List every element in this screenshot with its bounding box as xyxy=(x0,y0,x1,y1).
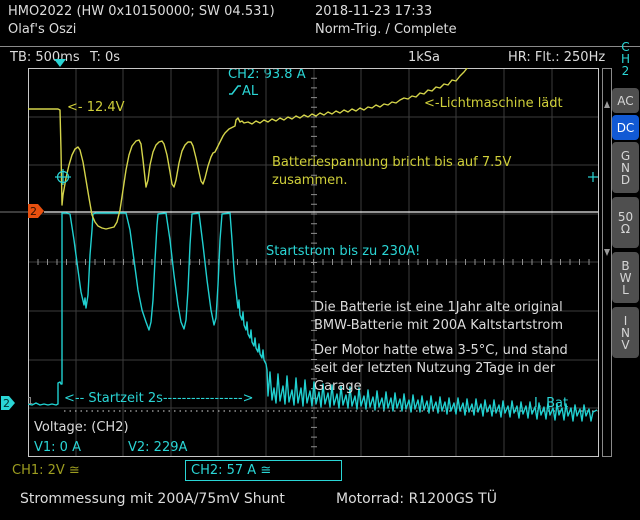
side-menu-title-ch2: C H 2 xyxy=(620,40,631,78)
ch1-scale-label[interactable]: CH1: 2V ≅ xyxy=(12,463,80,478)
termination-50ohm-button[interactable]: 50 Ω xyxy=(612,197,639,248)
sample-rate-readout: 1kSa xyxy=(408,50,441,65)
trigger-position-marker[interactable] xyxy=(54,59,66,67)
datetime: 2018-11-23 17:33 xyxy=(315,4,433,19)
timebase-readout: TB: 500ms xyxy=(10,50,80,65)
device-id: HMO2022 (HW 0x10150000; SW 04.531) xyxy=(8,4,275,19)
invert-button[interactable]: I N V xyxy=(612,307,639,358)
device-owner: Olaf's Oszi xyxy=(8,22,77,37)
scale-strip-up-arrow-icon xyxy=(604,101,610,108)
ch2-reference-marker-label: 2 xyxy=(30,205,37,218)
coupling-ac-button[interactable]: AC xyxy=(612,88,639,113)
ch1-ground-marker: 1 xyxy=(27,396,33,407)
bandwidth-limit-button[interactable]: B W L xyxy=(612,252,639,303)
trigger-level-value: CH2: 93.8 A xyxy=(228,67,306,82)
annotation-engine-info: Der Motor hatte etwa 3-5°C, und stand se… xyxy=(314,343,568,394)
ch2-position-marker-label: 2 xyxy=(3,397,10,410)
footer-measurement-note: Strommessung mit 200A/75mV Shunt xyxy=(20,491,285,507)
annotation-alternator: <-Lichtmaschine lädt xyxy=(424,96,563,111)
annotation-voltage-drop: Batteriespannung bricht bis auf 7.5V zus… xyxy=(272,155,512,188)
cursor-marker-left[interactable] xyxy=(55,169,71,185)
vertical-scale-strip[interactable] xyxy=(602,68,612,457)
trigger-status: Norm-Trig. / Complete xyxy=(315,22,457,37)
graticule-border xyxy=(28,68,599,457)
measurement-v2: V2: 229A xyxy=(128,440,188,455)
ch1-voltage-trace xyxy=(28,68,469,230)
footer-vehicle-note: Motorrad: R1200GS TÜ xyxy=(336,491,497,507)
scale-strip-down-arrow-icon xyxy=(604,249,610,256)
annotation-battery-info: Die Batterie ist eine 1Jahr alte origina… xyxy=(314,300,563,333)
ch2-position-marker[interactable] xyxy=(1,396,15,410)
trigger-time-readout: T: 0s xyxy=(90,50,121,65)
coupling-gnd-button[interactable]: G N D xyxy=(612,142,639,193)
ch2-reference-marker[interactable] xyxy=(28,204,44,218)
trace-label-battery-current: I. Bat xyxy=(534,396,569,411)
measurement-v1: V1: 0 A xyxy=(34,440,81,455)
annotation-initial-voltage: <- 12.4V xyxy=(67,100,125,115)
trigger-level-readout: CH2: 93.8 A AL xyxy=(228,49,306,101)
measurement-title: Voltage: (CH2) xyxy=(34,420,129,435)
rising-edge-icon xyxy=(228,84,242,101)
acquisition-readout: HR: Flt.: 250Hz xyxy=(508,50,606,65)
ch2-scale-label[interactable]: CH2: 57 A ≅ xyxy=(185,460,342,481)
coupling-dc-button[interactable]: DC xyxy=(612,115,639,140)
trigger-mode-suffix: AL xyxy=(242,84,259,99)
header-divider xyxy=(0,46,640,47)
ch2-current-trace xyxy=(28,212,598,422)
annotation-start-time: <-- Startzeit 2s-----------------> xyxy=(64,391,254,406)
cursor-marker-right[interactable] xyxy=(588,172,598,182)
annotation-starter-current: Startstrom bis zu 230A! xyxy=(266,244,421,259)
